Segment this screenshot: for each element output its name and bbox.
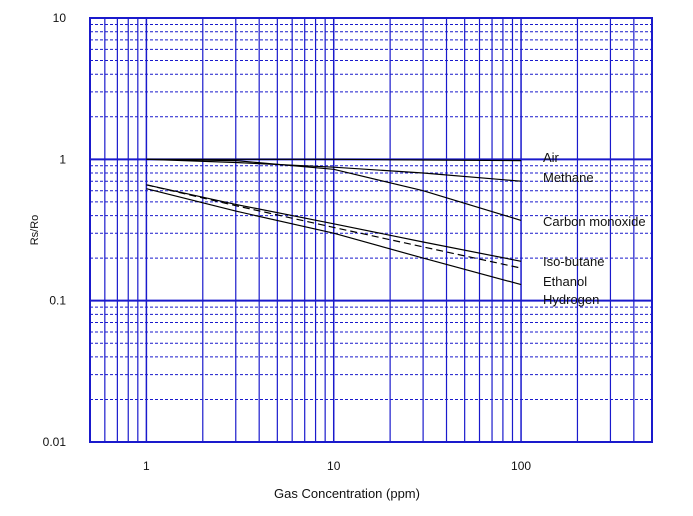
y-tick-label: 10	[53, 11, 67, 25]
x-tick-label: 1	[143, 459, 150, 473]
series-label: Methane	[543, 170, 594, 185]
x-tick-label: 100	[511, 459, 531, 473]
plot-frame	[90, 18, 652, 442]
y-axis-label: Rs/Ro	[29, 215, 41, 246]
series-label: Iso-butane	[543, 254, 604, 269]
x-axis-label: Gas Concentration (ppm)	[274, 486, 420, 501]
y-tick-label: 1	[59, 152, 66, 166]
y-tick-label: 0.1	[49, 294, 66, 308]
x-tick-label: 10	[327, 459, 341, 473]
series-label: Carbon monoxide	[543, 214, 646, 229]
chart: Gas Concentration (ppm) Rs/Ro 1 10 100 0.01…	[0, 0, 693, 511]
series-label: Ethanol	[543, 274, 587, 289]
page: {"chart_data": { "type": "line", "x_labe…	[0, 0, 693, 511]
series-label: Hydrogen	[543, 292, 599, 307]
y-tick-label: 0.01	[43, 435, 67, 449]
series-label: Air	[543, 150, 560, 165]
